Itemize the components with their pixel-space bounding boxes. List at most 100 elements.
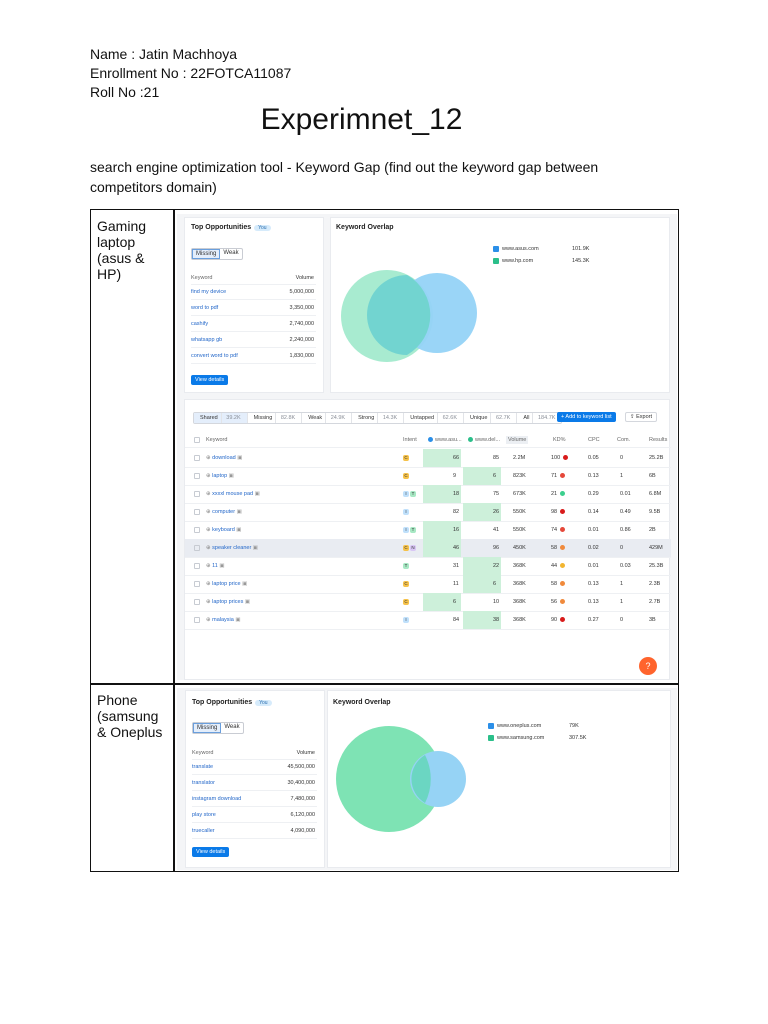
top-opportunities-title: Top Opportunities: [192, 699, 253, 706]
add-circle-icon[interactable]: ⊕: [206, 581, 213, 587]
list-item[interactable]: truecaller 4,090,000: [192, 823, 317, 839]
serp-icon[interactable]: ▣: [253, 491, 260, 497]
row-checkbox[interactable]: [194, 527, 200, 533]
view-details-button[interactable]: View details: [192, 847, 230, 857]
serp-icon[interactable]: ▣: [217, 563, 225, 569]
keyword-link[interactable]: xxxxl mouse pad: [212, 491, 254, 497]
tab-strong[interactable]: Strong 14.3K: [352, 413, 405, 423]
tab-unique[interactable]: Unique 62.7K: [464, 413, 518, 423]
tab-weak[interactable]: Weak: [224, 724, 240, 730]
table-row[interactable]: ⊕ 11 ▣ T 31 22 368K 44 0.01 0.03 25.3B: [185, 557, 671, 576]
add-circle-icon[interactable]: ⊕: [206, 473, 213, 479]
tab-untapped[interactable]: Untapped 62.6K: [404, 413, 464, 423]
keyword-link[interactable]: computer: [212, 509, 236, 515]
tab-shared[interactable]: Shared 39.2K: [194, 413, 248, 423]
keyword-link[interactable]: 11: [212, 563, 218, 569]
list-item[interactable]: translate 45,500,000: [192, 759, 317, 775]
add-circle-icon[interactable]: ⊕: [206, 599, 213, 605]
add-circle-icon[interactable]: ⊕: [206, 617, 213, 623]
list-item[interactable]: whatsapp gb 2,240,000: [191, 332, 316, 348]
row-checkbox[interactable]: [194, 509, 200, 515]
table-row[interactable]: ⊕ laptop price ▣ C 11 6 368K 58 0.13 1 2.3B: [185, 575, 671, 594]
keyword-link[interactable]: laptop price: [212, 581, 241, 587]
keyword-link[interactable]: laptop: [212, 473, 228, 479]
intent-chip: C: [403, 473, 409, 479]
intent-chip: I: [403, 527, 409, 533]
checkbox-icon[interactable]: [488, 735, 494, 741]
sort-volume-header[interactable]: Volume: [506, 436, 529, 444]
row-checkbox[interactable]: [194, 545, 200, 551]
serp-icon[interactable]: ▣: [240, 581, 248, 587]
help-button[interactable]: ?: [639, 657, 657, 675]
tab-weak[interactable]: Weak 24.9K: [302, 413, 353, 423]
select-all-checkbox[interactable]: [194, 437, 200, 443]
table-row[interactable]: ⊕ download ▣ C 66 85 2.2M 100 0.05 0 25.2B: [185, 449, 671, 468]
list-item[interactable]: cashify 2,740,000: [191, 316, 316, 332]
list-item[interactable]: play store 6,120,000: [192, 807, 317, 823]
intent-chip: C: [403, 599, 409, 605]
student-name: Name : Jatin Machhoya: [90, 46, 238, 62]
row-checkbox[interactable]: [194, 599, 200, 605]
legend-samsung: www.samsung.com 307.5K: [488, 735, 586, 741]
add-circle-icon[interactable]: ⊕: [206, 563, 213, 569]
row-checkbox[interactable]: [194, 563, 200, 569]
checkbox-icon[interactable]: [488, 723, 494, 729]
add-to-keyword-list-button[interactable]: + Add to keyword list: [557, 412, 616, 422]
add-circle-icon[interactable]: ⊕: [206, 545, 213, 551]
keyword-link[interactable]: keyboard: [212, 527, 235, 533]
table-row[interactable]: ⊕ malaysia ▣ I 84 38 368K 90 0.27 0 3B: [185, 611, 671, 630]
you-badge: You: [254, 225, 271, 231]
col-keyword: Keyword: [191, 275, 213, 281]
tab-all[interactable]: All 184.7K: [517, 413, 561, 423]
list-item[interactable]: instagram download 7,480,000: [192, 791, 317, 807]
row-checkbox[interactable]: [194, 491, 200, 497]
table-row[interactable]: ⊕ laptop ▣ C 9 6 823K 71 0.13 1 6B: [185, 467, 671, 486]
table-row[interactable]: ⊕ laptop prices ▣ C 6 10 368K 56 0.13 1 2.7B: [185, 593, 671, 612]
row-checkbox[interactable]: [194, 473, 200, 479]
tab-missing[interactable]: Missing 82.8K: [248, 413, 303, 423]
roll-number: Roll No :21: [90, 84, 160, 100]
checkbox-icon[interactable]: [493, 246, 499, 252]
page-title: Experimnet_12: [260, 103, 463, 136]
list-item[interactable]: find my device 5,000,000: [191, 284, 316, 300]
tab-weak[interactable]: Weak: [223, 250, 239, 256]
tab-missing[interactable]: Missing: [192, 249, 221, 259]
enrollment-number: Enrollment No : 22FOTCA11087: [90, 65, 292, 81]
keyword-filter-tabs: Shared 39.2K Missing 82.8K Weak 24.9K St…: [193, 412, 563, 424]
keyword-link[interactable]: laptop prices: [212, 599, 244, 605]
checkbox-icon[interactable]: [493, 258, 499, 264]
intent-chip: I: [403, 509, 409, 515]
serp-icon[interactable]: ▣: [234, 527, 242, 533]
add-circle-icon[interactable]: ⊕: [206, 509, 213, 515]
serp-icon[interactable]: ▣: [243, 599, 251, 605]
keyword-link[interactable]: malaysia: [212, 617, 234, 623]
add-circle-icon[interactable]: ⊕: [206, 491, 213, 497]
intent-chip: N: [410, 545, 416, 551]
list-item[interactable]: convert word to pdf 1,830,000: [191, 348, 316, 364]
add-circle-icon[interactable]: ⊕: [206, 527, 213, 533]
row-checkbox[interactable]: [194, 617, 200, 623]
row-checkbox[interactable]: [194, 581, 200, 587]
table-row[interactable]: ⊕ speaker cleaner ▣ C N 46 96 450K 58 0.02 0 429M: [185, 539, 671, 558]
intent-chip: I: [403, 491, 409, 497]
add-circle-icon[interactable]: ⊕: [206, 455, 213, 461]
table-row[interactable]: ⊕ xxxxl mouse pad ▣ I T 18 75 673K 21 0.29 0.01 6…: [185, 485, 671, 504]
row-checkbox[interactable]: [194, 455, 200, 461]
serp-icon[interactable]: ▣: [251, 545, 259, 551]
table-row[interactable]: ⊕ computer ▣ I 82 26 550K 98 0.14 0.49 9.5B: [185, 503, 671, 522]
list-item[interactable]: translator 30,400,000: [192, 775, 317, 791]
view-details-button[interactable]: View details: [191, 375, 229, 385]
serp-icon[interactable]: ▣: [235, 455, 243, 461]
list-item[interactable]: word to pdf 3,350,000: [191, 300, 316, 316]
serp-icon[interactable]: ▣: [235, 509, 242, 515]
keyword-table-card: Shared 39.2K Missing 82.8K Weak 24.9K St…: [184, 399, 671, 680]
keyword-link[interactable]: download: [212, 455, 236, 461]
serp-icon[interactable]: ▣: [227, 473, 234, 479]
keyword-link[interactable]: speaker cleaner: [212, 545, 252, 551]
intent-chip: I: [403, 617, 409, 623]
tab-missing[interactable]: Missing: [193, 723, 222, 733]
export-button[interactable]: ⇪ Export: [625, 412, 658, 422]
intent-chip: T: [410, 527, 416, 533]
table-row[interactable]: ⊕ keyboard ▣ I T 16 41 550K 74 0.01 0.86 2B: [185, 521, 671, 540]
serp-icon[interactable]: ▣: [233, 617, 241, 623]
